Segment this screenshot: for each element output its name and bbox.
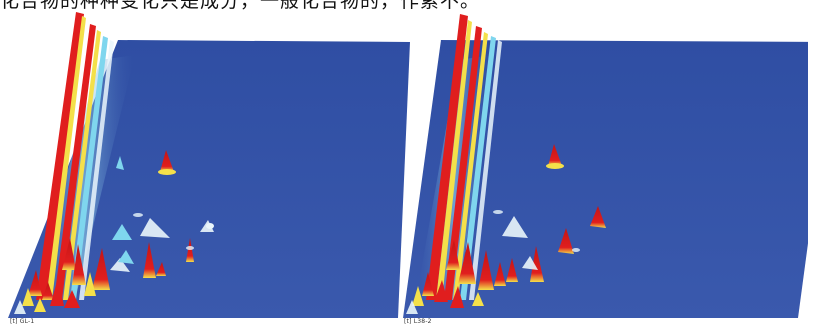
peak [450, 286, 464, 308]
peak [446, 240, 460, 270]
peak [502, 216, 528, 238]
peak-streak [63, 30, 101, 300]
peak [22, 288, 34, 306]
peak [472, 292, 484, 306]
peak [92, 248, 110, 290]
peak-streak [79, 40, 114, 300]
peak-base [546, 163, 564, 169]
peak-base [158, 169, 176, 175]
surface-plot-left [8, 12, 410, 318]
peak [116, 156, 124, 170]
peak [143, 242, 156, 278]
panel-label: [t] GL-1 [10, 318, 35, 325]
peak [72, 244, 86, 285]
peak [412, 286, 424, 306]
peak-streak [469, 40, 502, 300]
peak [118, 250, 134, 264]
peak [140, 218, 170, 238]
peak-blip [493, 210, 503, 214]
peak [422, 272, 434, 296]
peak [112, 224, 132, 240]
peak [28, 270, 42, 296]
peak [522, 256, 538, 270]
surface-edge [401, 39, 441, 319]
peak-streak [460, 36, 496, 300]
peak [62, 238, 76, 270]
peak [42, 282, 54, 300]
peak-streak [70, 36, 108, 300]
peak-streak [36, 12, 84, 300]
peak-blip [186, 246, 194, 250]
peak [156, 262, 166, 276]
peak-blip [133, 213, 143, 217]
chromatogram-panel-right: [t] L38-2 [398, 0, 808, 331]
peak [506, 258, 518, 282]
peak [458, 242, 476, 284]
panel-label: [t] L38-2 [404, 318, 432, 325]
peak [110, 258, 130, 272]
peak [478, 250, 494, 290]
peak-streak [436, 20, 472, 300]
peak [34, 298, 46, 312]
chromatogram-panel-left: [t] GL-1 [0, 0, 410, 331]
peak [64, 290, 80, 308]
peak-streak [46, 16, 86, 300]
peak [530, 246, 544, 282]
peak [406, 300, 418, 314]
caption-text: 化合物的种种变化只是成分，一般化合物的，作累不。 [0, 0, 481, 12]
peak-blip [572, 248, 580, 252]
peak [494, 262, 506, 286]
surface-plane [402, 40, 808, 318]
peak-streak [426, 14, 468, 300]
peak [590, 206, 606, 228]
peak [548, 144, 562, 166]
peak-blip [206, 223, 214, 229]
peak-streak [453, 32, 488, 300]
peak-streak [444, 26, 482, 300]
peak-streak [54, 24, 96, 300]
surface-plot-right [401, 14, 808, 319]
peak [50, 278, 64, 306]
peak [434, 280, 448, 302]
peak [160, 150, 174, 172]
peak [558, 228, 574, 254]
peak [14, 300, 26, 314]
peak [84, 272, 96, 296]
